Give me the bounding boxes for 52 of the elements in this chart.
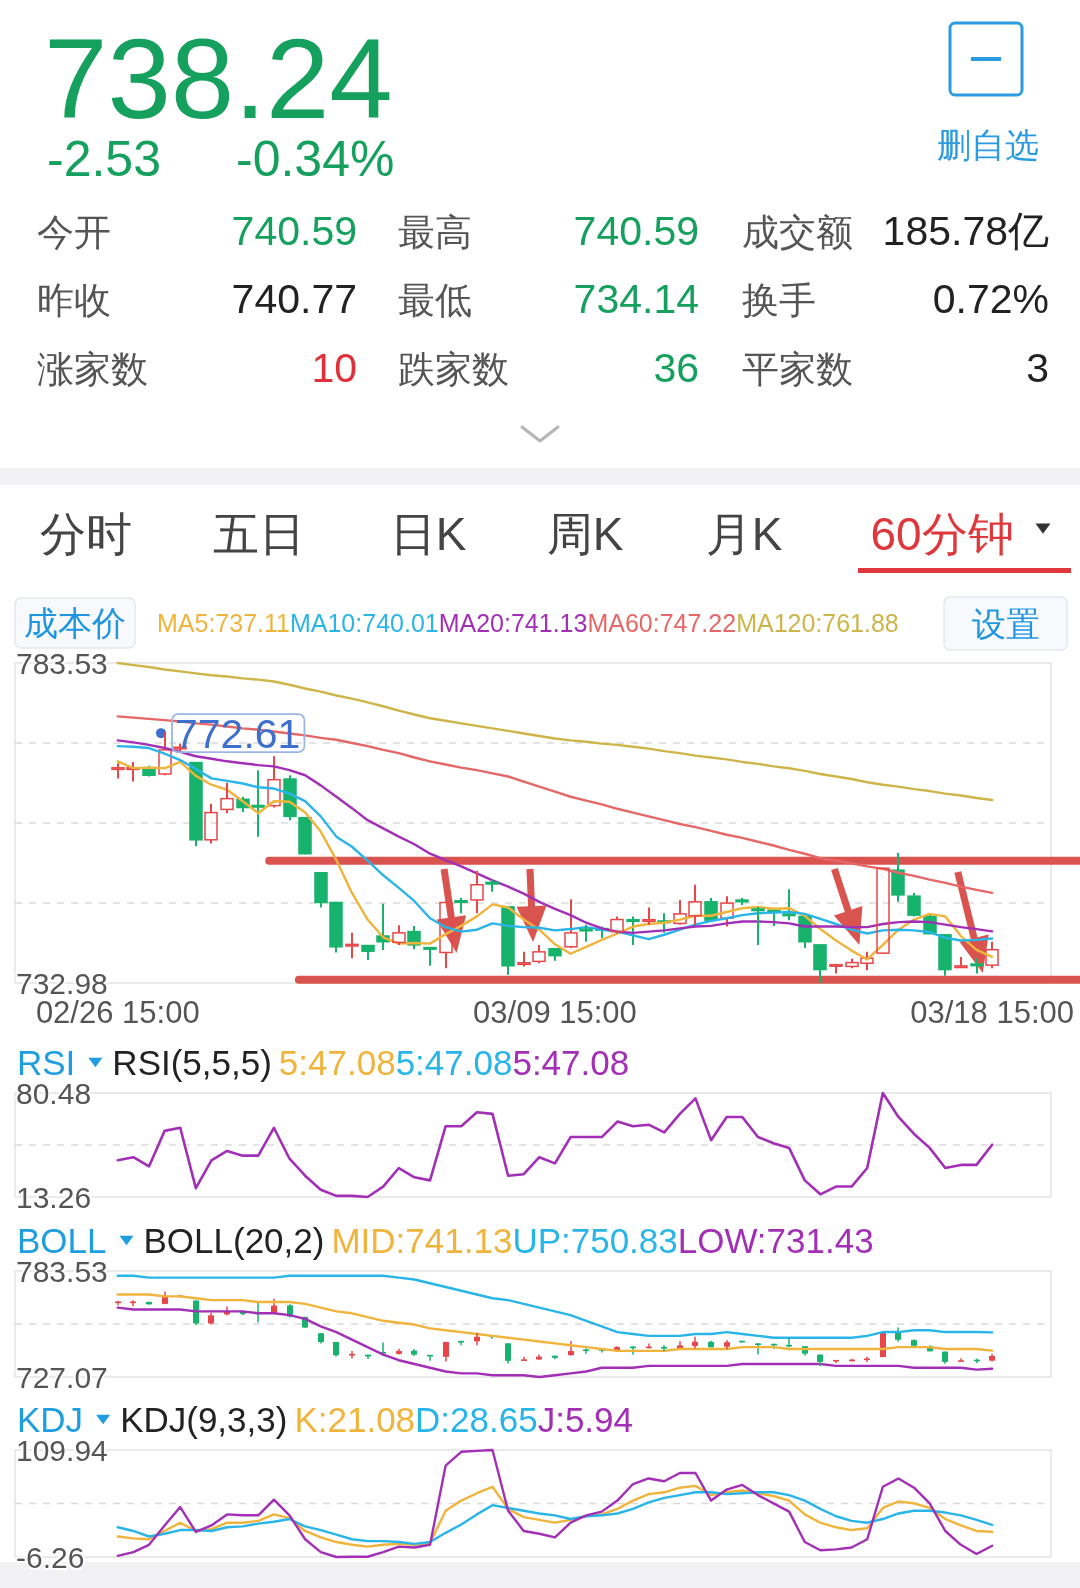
text: 最低 <box>398 280 472 321</box>
text: 最高 <box>398 212 472 253</box>
text: K:21.08 <box>294 1400 416 1439</box>
legend-label: 5:47.08 <box>395 1043 513 1082</box>
text: 60分钟 <box>870 508 1014 560</box>
chart-subtitle: RSI(5,5,5) <box>112 1043 272 1082</box>
text: 跌家数 <box>398 349 509 390</box>
y-tick-label: 13.26 <box>16 1180 92 1214</box>
text: 五日 <box>213 508 305 560</box>
chart-subtitle: KDJ(9,3,3) <box>120 1400 288 1439</box>
text: D:28.65 <box>415 1400 538 1439</box>
text: 734.14 <box>573 276 699 322</box>
text: 涨家数 <box>37 349 148 390</box>
text: MA60:747.22 <box>587 609 737 637</box>
text: 今开 <box>37 212 111 253</box>
text: 平家数 <box>742 349 853 390</box>
x-tick-label: 03/18 15:00 <box>910 995 1074 1031</box>
text: 740.77 <box>231 276 357 322</box>
text: 周K <box>546 508 624 560</box>
text: 10 <box>311 345 357 391</box>
text: 换手 <box>742 280 816 321</box>
text: 36 <box>653 345 699 391</box>
text: MA20:741.13 <box>438 609 588 637</box>
series-label: UP:750.83 <box>512 1221 678 1260</box>
y-tick-label: 727.07 <box>16 1360 108 1394</box>
text: -2.53 <box>47 131 161 187</box>
text: 月K <box>705 508 783 560</box>
text: MA120:761.88 <box>736 609 899 637</box>
text: 3 <box>1026 345 1049 391</box>
text: 185.78亿 <box>882 208 1049 254</box>
y-tick-label: 783.53 <box>16 646 108 680</box>
text: 0.72% <box>932 276 1049 322</box>
text: LOW:731.43 <box>677 1221 874 1260</box>
chart-subtitle: BOLL(20,2) <box>143 1221 325 1260</box>
text: 成交额 <box>742 212 853 253</box>
text: 740.59 <box>573 208 699 254</box>
text: 删自选 <box>937 126 1039 164</box>
series-label: MID:741.13 <box>331 1221 513 1260</box>
text: 740.59 <box>231 208 357 254</box>
text: -0.34% <box>236 131 395 187</box>
text: 分时 <box>40 508 132 560</box>
y-tick-label: -6.26 <box>16 1540 85 1574</box>
x-tick-label: 03/09 15:00 <box>473 995 637 1031</box>
text: MA5:737.11 <box>157 609 290 637</box>
text: 日K <box>389 508 467 560</box>
legend-label: 5:47.08 <box>278 1043 396 1082</box>
button: 设置 <box>943 596 1068 651</box>
series-label: J:5.94 <box>537 1400 634 1439</box>
series-label: 5:47.08 <box>512 1043 630 1082</box>
text: 昨收 <box>37 280 111 321</box>
text: MA10:740.01 <box>289 609 439 637</box>
button: 成本价 <box>14 597 136 649</box>
